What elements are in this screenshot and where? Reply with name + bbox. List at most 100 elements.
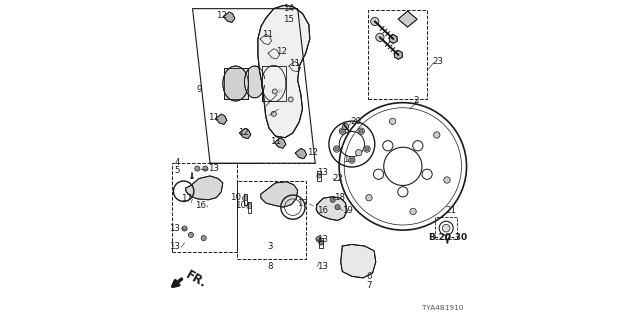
Polygon shape bbox=[268, 49, 280, 59]
Circle shape bbox=[333, 146, 340, 152]
Polygon shape bbox=[389, 35, 397, 44]
Text: 18: 18 bbox=[333, 193, 345, 202]
Text: 10: 10 bbox=[235, 201, 246, 210]
Polygon shape bbox=[260, 34, 271, 45]
Text: 13: 13 bbox=[170, 224, 180, 233]
Text: 4: 4 bbox=[174, 158, 180, 167]
Circle shape bbox=[319, 241, 323, 245]
Text: 13: 13 bbox=[170, 243, 180, 252]
Circle shape bbox=[433, 132, 440, 138]
Text: 16: 16 bbox=[317, 206, 328, 215]
Polygon shape bbox=[239, 128, 251, 139]
Text: 23: 23 bbox=[432, 57, 443, 66]
Polygon shape bbox=[223, 12, 235, 22]
Circle shape bbox=[410, 208, 416, 215]
Polygon shape bbox=[186, 176, 223, 200]
Text: 3: 3 bbox=[268, 242, 273, 251]
Text: 22: 22 bbox=[332, 174, 343, 183]
Polygon shape bbox=[223, 68, 248, 100]
Polygon shape bbox=[223, 66, 248, 101]
Text: 13: 13 bbox=[317, 261, 328, 271]
Circle shape bbox=[355, 149, 362, 156]
Text: FR.: FR. bbox=[184, 268, 209, 291]
Circle shape bbox=[330, 197, 335, 202]
Circle shape bbox=[272, 89, 277, 94]
Polygon shape bbox=[262, 65, 286, 102]
Circle shape bbox=[288, 97, 293, 102]
Circle shape bbox=[182, 226, 187, 231]
Polygon shape bbox=[316, 197, 347, 220]
Circle shape bbox=[201, 236, 206, 241]
Text: 11: 11 bbox=[270, 137, 281, 146]
Text: 12: 12 bbox=[238, 128, 249, 137]
Circle shape bbox=[340, 129, 344, 133]
Text: 12: 12 bbox=[307, 148, 318, 157]
Circle shape bbox=[359, 129, 363, 133]
Text: 12: 12 bbox=[216, 11, 227, 20]
Polygon shape bbox=[260, 182, 298, 207]
Circle shape bbox=[442, 224, 450, 232]
Bar bbox=[368, 10, 427, 99]
Text: 1: 1 bbox=[343, 155, 348, 164]
Circle shape bbox=[203, 166, 208, 171]
Text: 2: 2 bbox=[413, 96, 419, 105]
Text: 7: 7 bbox=[366, 281, 372, 290]
Polygon shape bbox=[275, 138, 286, 148]
Text: 17: 17 bbox=[181, 194, 192, 204]
Circle shape bbox=[271, 111, 276, 116]
Bar bbox=[172, 163, 237, 252]
Text: 5: 5 bbox=[174, 166, 180, 175]
Circle shape bbox=[246, 204, 252, 209]
Text: 12: 12 bbox=[276, 46, 287, 56]
Circle shape bbox=[389, 118, 396, 124]
Circle shape bbox=[350, 158, 354, 162]
Text: 11: 11 bbox=[262, 30, 273, 39]
Circle shape bbox=[422, 169, 432, 179]
Circle shape bbox=[366, 195, 372, 201]
Circle shape bbox=[195, 166, 200, 171]
Polygon shape bbox=[340, 244, 376, 278]
Text: 21: 21 bbox=[445, 206, 456, 215]
Circle shape bbox=[317, 174, 321, 178]
Polygon shape bbox=[258, 5, 310, 138]
Text: 13: 13 bbox=[317, 168, 328, 177]
Circle shape bbox=[444, 177, 450, 183]
Bar bbox=[237, 181, 306, 259]
Text: 20: 20 bbox=[350, 116, 361, 126]
Text: 9: 9 bbox=[196, 85, 202, 94]
Circle shape bbox=[349, 157, 355, 163]
Text: 14: 14 bbox=[283, 4, 294, 13]
Polygon shape bbox=[295, 148, 307, 159]
Text: 19: 19 bbox=[342, 205, 353, 214]
Circle shape bbox=[413, 141, 423, 151]
Bar bbox=[435, 217, 457, 239]
Circle shape bbox=[335, 204, 340, 210]
Circle shape bbox=[319, 240, 324, 244]
Text: TYA4B1910: TYA4B1910 bbox=[422, 305, 463, 311]
Polygon shape bbox=[289, 61, 300, 72]
Text: B-20-30: B-20-30 bbox=[428, 233, 467, 242]
Circle shape bbox=[371, 17, 379, 26]
Text: 13: 13 bbox=[209, 164, 220, 173]
Text: 17: 17 bbox=[297, 199, 308, 208]
Circle shape bbox=[188, 232, 193, 237]
Circle shape bbox=[397, 187, 408, 197]
Polygon shape bbox=[216, 114, 227, 124]
Circle shape bbox=[358, 128, 364, 134]
Circle shape bbox=[339, 128, 346, 134]
Circle shape bbox=[374, 169, 384, 179]
Text: 8: 8 bbox=[268, 262, 273, 271]
Circle shape bbox=[364, 146, 370, 152]
Text: 13: 13 bbox=[317, 235, 328, 244]
Text: 11: 11 bbox=[208, 114, 219, 123]
Text: 10: 10 bbox=[230, 193, 241, 202]
Polygon shape bbox=[394, 50, 403, 59]
Text: 6: 6 bbox=[366, 272, 372, 281]
Circle shape bbox=[335, 147, 339, 151]
Polygon shape bbox=[244, 66, 265, 98]
Circle shape bbox=[342, 123, 349, 130]
Circle shape bbox=[383, 141, 393, 151]
Circle shape bbox=[376, 33, 384, 42]
Text: 15: 15 bbox=[283, 15, 294, 24]
Text: 16: 16 bbox=[195, 201, 206, 210]
